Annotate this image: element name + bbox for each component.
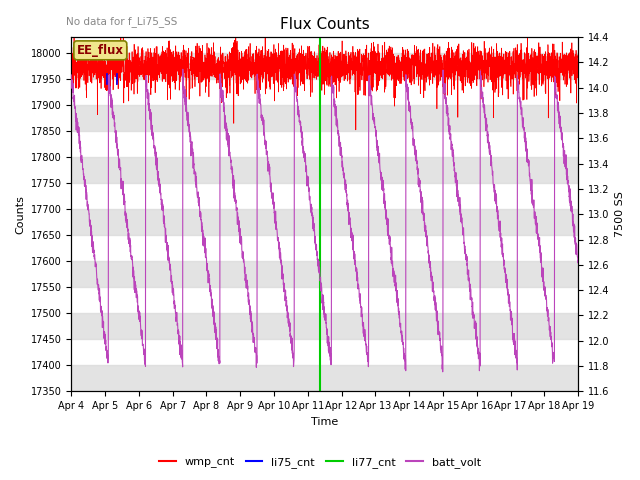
Bar [71, 105, 578, 131]
Bar [71, 313, 578, 339]
Bar [71, 53, 578, 79]
Legend: wmp_cnt, li75_cnt, li77_cnt, batt_volt: wmp_cnt, li75_cnt, li77_cnt, batt_volt [154, 452, 486, 472]
Bar [71, 365, 578, 391]
X-axis label: Time: Time [311, 417, 339, 427]
Bar [71, 209, 578, 235]
Title: Flux Counts: Flux Counts [280, 17, 369, 32]
Bar [71, 157, 578, 183]
Y-axis label: 7500 SS: 7500 SS [615, 192, 625, 237]
Text: EE_flux: EE_flux [77, 44, 124, 57]
Text: No data for f_Li75_SS: No data for f_Li75_SS [66, 16, 177, 27]
Bar [71, 261, 578, 287]
Y-axis label: Counts: Counts [15, 195, 25, 234]
